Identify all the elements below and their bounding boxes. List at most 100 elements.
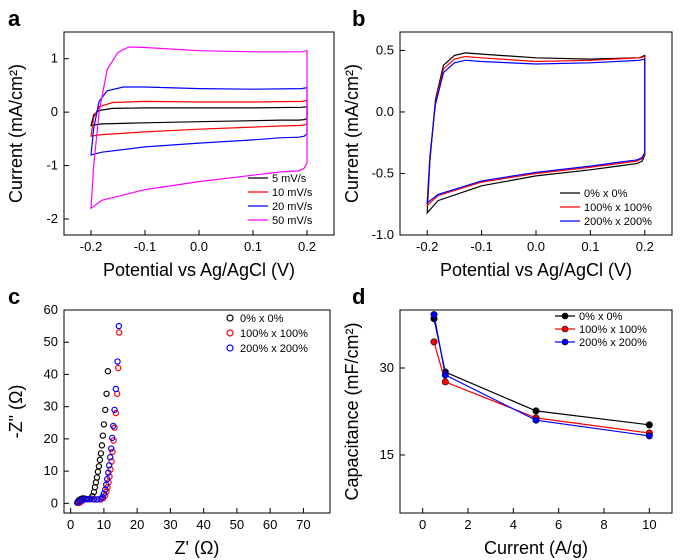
panel-letter: a: [8, 6, 21, 31]
legend-label: 100% x 100%: [579, 324, 647, 336]
series-line: [426, 55, 646, 207]
y-tick-label: 30: [44, 399, 58, 414]
x-tick-label: 40: [196, 517, 210, 532]
data-point: [99, 493, 106, 501]
data-point: [99, 432, 107, 439]
legend-label: 5 mV/s: [272, 173, 307, 185]
x-tick-label: 0: [419, 517, 426, 532]
series-0: [74, 368, 112, 506]
legend-label: 200% x 200%: [579, 337, 647, 349]
data-area: [74, 322, 123, 507]
data-point: [84, 495, 91, 503]
data-point: [107, 454, 114, 461]
series-line: [90, 46, 308, 210]
legend-label: 0% x 0%: [584, 188, 628, 200]
data-point: [108, 445, 115, 452]
y-tick-label: 0.0: [376, 104, 394, 119]
y-tick-label: 10: [44, 463, 58, 478]
y-tick-label: 20: [44, 431, 58, 446]
y-tick-label: 0.5: [376, 42, 394, 57]
x-tick-label: 30: [163, 517, 177, 532]
data-point: [112, 385, 120, 393]
panel-letter: c: [8, 284, 20, 309]
y-tick-label: -1.0: [372, 227, 394, 242]
panel-c: 0 10 20 30 40 50 60 70 0 10 20 30 40 50 60 Z' (Ω) -Z" (Ω…: [6, 284, 331, 558]
data-point: [97, 450, 105, 457]
legend: 5 mV/s 10 mV/s 20 mV/s 50 mV/s: [248, 173, 313, 227]
data-area: [430, 311, 653, 440]
series-2: [430, 311, 653, 440]
x-tick-label: 50: [230, 517, 244, 532]
x-tick-label: 60: [263, 517, 277, 532]
data-point: [115, 322, 123, 330]
data-point: [112, 409, 120, 417]
data-point: [100, 421, 108, 428]
y-tick-label: 15: [380, 447, 394, 462]
data-point: [645, 432, 653, 440]
x-tick-label: 10: [642, 517, 656, 532]
data-point: [532, 407, 540, 415]
legend-marker: [561, 338, 569, 346]
data-point: [87, 495, 94, 503]
data-point: [102, 406, 109, 414]
legend: 0% x 0%100% x 100%200% x 200%: [560, 188, 652, 228]
x-tick-label: 70: [296, 517, 310, 532]
panel-a: -0.2 -0.1 0.0 0.1 0.2 -2 -1 0 1 Potential vs Ag/A…: [6, 6, 335, 280]
x-axis-title: Potential vs Ag/AgCl (V): [440, 260, 632, 280]
y-tick-label: -0.5: [372, 165, 394, 180]
data-point: [114, 364, 122, 372]
data-point: [98, 442, 106, 449]
plot-frame: [399, 309, 673, 514]
data-point: [95, 463, 103, 470]
x-axis-title: Z' (Ω): [175, 538, 220, 558]
y-tick-label: 40: [44, 366, 58, 381]
plot-frame: [63, 309, 331, 514]
data-point: [111, 406, 118, 414]
legend-label: 200% x 200%: [240, 343, 308, 355]
x-tick-label: 0.0: [527, 239, 545, 254]
legend-label: 0% x 0%: [579, 311, 623, 323]
legend: 0% x 0%100% x 100%200% x 200%: [555, 311, 647, 349]
data-point: [441, 371, 449, 379]
y-tick-label: -2: [46, 211, 58, 226]
series-line: [433, 314, 650, 437]
data-point: [96, 456, 104, 464]
panel-letter: d: [352, 284, 365, 309]
legend-label: 200% x 200%: [584, 216, 652, 228]
data-point: [110, 422, 117, 430]
series-line: [90, 106, 308, 127]
x-tick-label: 8: [600, 517, 607, 532]
series-1: [426, 55, 646, 207]
x-tick-label: 0.0: [190, 239, 208, 254]
data-point: [645, 421, 653, 429]
y-tick-label: 30: [380, 360, 394, 375]
x-tick-label: 0.1: [581, 239, 599, 254]
y-axis-title: Current (mA/cm²): [6, 64, 26, 203]
x-axis-title: Potential vs Ag/AgCl (V): [103, 260, 295, 280]
x-tick-label: 2: [464, 517, 471, 532]
x-tick-label: 0.2: [636, 239, 654, 254]
series-line: [90, 99, 308, 137]
data-point: [441, 378, 449, 386]
data-point: [94, 496, 101, 503]
data-point: [111, 424, 118, 431]
data-point: [114, 358, 121, 365]
x-tick-label: 0.2: [298, 239, 316, 254]
x-tick-label: 20: [130, 517, 144, 532]
y-tick-label: -1: [46, 158, 58, 173]
legend-marker: [561, 312, 569, 320]
legend-marker: [561, 325, 569, 333]
x-tick-label: -0.2: [80, 239, 102, 254]
data-area: [90, 46, 308, 210]
x-tick-label: -0.1: [134, 239, 156, 254]
data-point: [430, 311, 438, 319]
legend-label: 100% x 100%: [240, 328, 308, 340]
legend-label: 50 mV/s: [272, 215, 313, 227]
legend-label: 20 mV/s: [272, 201, 313, 213]
x-tick-label: 4: [510, 517, 517, 532]
data-point: [109, 448, 116, 455]
data-point: [532, 416, 540, 424]
x-tick-label: 6: [555, 517, 562, 532]
x-tick-label: 0: [67, 517, 74, 532]
